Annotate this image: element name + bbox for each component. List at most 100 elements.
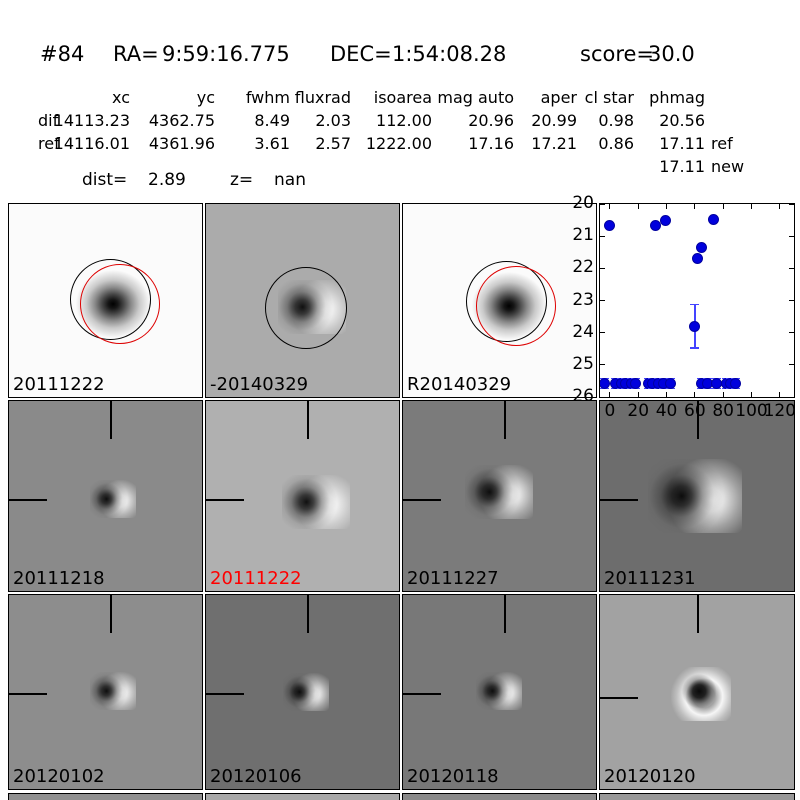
y-tick-label: 24 — [572, 321, 594, 342]
x-tick — [637, 204, 639, 209]
dec-value: 1:54:08.28 — [392, 42, 507, 66]
x-tick — [722, 204, 724, 209]
data-point — [730, 377, 742, 389]
x-tick — [779, 392, 781, 397]
crosshair-tick-left — [600, 499, 638, 501]
y-tick-label: 25 — [572, 353, 594, 374]
y-tick — [600, 267, 605, 269]
data-point — [696, 241, 708, 253]
row-label: ref — [38, 134, 60, 153]
cutout-date-label: -20140329 — [210, 374, 309, 395]
y-tick — [600, 235, 605, 237]
cutout-diff-epoch: 20111231 — [599, 400, 795, 592]
x-tick — [609, 204, 611, 209]
cell-phmag: 17.11 — [659, 134, 705, 153]
cutout-new-image: 20111222 — [8, 203, 203, 398]
x-tick-label: 100 — [735, 401, 768, 421]
aperture-circle-new-icon — [80, 264, 160, 344]
aperture-circle-icon — [265, 267, 347, 349]
y-tick — [789, 300, 794, 301]
title-row: #84 RA= 9:59:16.775 DEC= 1:54:08.28 scor… — [0, 42, 800, 68]
x-tick — [694, 204, 696, 209]
data-point — [649, 220, 661, 232]
crosshair-tick-top — [307, 401, 309, 439]
cutout-date-label: 20120106 — [210, 766, 302, 787]
dipole-residual-blob — [90, 672, 136, 710]
data-point — [659, 215, 671, 227]
x-tick-label: 80 — [712, 401, 734, 421]
cutout-date-label: 20111222 — [13, 374, 105, 395]
crosshair-tick-top — [110, 401, 112, 439]
dipole-residual-blob — [476, 672, 522, 710]
cell-cl-star: 0.86 — [598, 134, 634, 153]
crosshair-tick-top — [110, 595, 112, 633]
x-tick-label: 40 — [655, 401, 678, 421]
x-tick — [722, 392, 724, 397]
error-bar-cap — [690, 347, 700, 349]
y-tick — [789, 204, 794, 205]
cutout-date-label: 20120118 — [407, 766, 499, 787]
cutout-diff-epoch: 20120118 — [402, 594, 597, 790]
col-header-phmag: phmag — [649, 88, 705, 107]
cell-phmag-new: 17.11 — [659, 157, 705, 176]
col-header-aper: aper — [540, 88, 577, 107]
next-row-panel-partial — [402, 793, 597, 800]
y-tick-label: 23 — [572, 289, 594, 310]
phmag-new-suffix: new — [711, 157, 745, 176]
data-point — [710, 377, 722, 389]
table-row-dif: dif 14113.23 4362.75 8.49 2.03 112.00 20… — [0, 111, 800, 132]
y-tick-label: 20 — [572, 193, 594, 213]
y-tick-label: 22 — [572, 257, 594, 278]
x-tick — [751, 392, 753, 397]
dist-z-row: dist= 2.89 z= nan — [0, 170, 800, 192]
photometry-table-header: xc yc fwhm fluxrad isoarea mag auto aper… — [0, 88, 800, 109]
data-point — [604, 220, 616, 232]
x-tick-label: 120 — [763, 401, 797, 421]
y-tick — [600, 300, 605, 301]
dipole-residual-blob — [648, 459, 742, 533]
y-tick — [789, 364, 794, 366]
cell-yc: 4362.75 — [148, 111, 215, 130]
crosshair-tick-left — [403, 693, 441, 695]
data-point — [689, 320, 701, 332]
data-point — [629, 377, 641, 389]
dipole-residual-blob — [90, 480, 136, 518]
cell-fwhm: 3.61 — [254, 134, 290, 153]
table-row-phmag-new: 17.11 new — [0, 157, 800, 178]
col-header-fwhm: fwhm — [245, 88, 290, 107]
y-tick — [789, 332, 794, 334]
next-row-panel-partial — [205, 793, 400, 800]
col-header-fluxrad: fluxrad — [294, 88, 351, 107]
cutout-diff-epoch: 20120106 — [205, 594, 400, 790]
cell-isoarea: 112.00 — [376, 111, 432, 130]
ra-label: RA= — [113, 42, 159, 66]
score-label: score= — [580, 42, 655, 66]
cutout-diff-epoch: 20120102 — [8, 594, 203, 790]
cell-fluxrad: 2.03 — [315, 111, 351, 130]
cell-fluxrad: 2.57 — [315, 134, 351, 153]
next-row-panel-partial — [8, 793, 203, 800]
x-tick — [609, 392, 611, 397]
table-row-ref: ref 14116.01 4361.96 3.61 2.57 1222.00 1… — [0, 134, 800, 155]
crosshair-tick-left — [9, 499, 47, 501]
y-tick — [789, 396, 794, 397]
crosshair-tick-top — [504, 595, 506, 633]
cutout-date-label: 20111231 — [604, 568, 696, 589]
dec-label: DEC= — [330, 42, 392, 66]
y-tick — [600, 396, 605, 397]
x-tick — [694, 392, 696, 397]
phmag-ref-suffix: ref — [711, 134, 733, 153]
x-tick-label: 60 — [684, 401, 706, 421]
cutout-diff-epoch: 20120120 — [599, 594, 795, 790]
dipole-residual-blob — [465, 465, 533, 519]
cell-mag-auto: 20.96 — [468, 111, 514, 130]
col-header-cl-star: cl star — [584, 88, 634, 107]
x-tick — [666, 204, 668, 209]
cell-mag-auto: 17.16 — [468, 134, 514, 153]
cutout-diff-epoch: 20111227 — [402, 400, 597, 592]
cell-cl-star: 0.98 — [598, 111, 634, 130]
cell-xc: 14113.23 — [53, 111, 130, 130]
data-point — [665, 377, 677, 389]
col-header-isoarea: isoarea — [373, 88, 432, 107]
